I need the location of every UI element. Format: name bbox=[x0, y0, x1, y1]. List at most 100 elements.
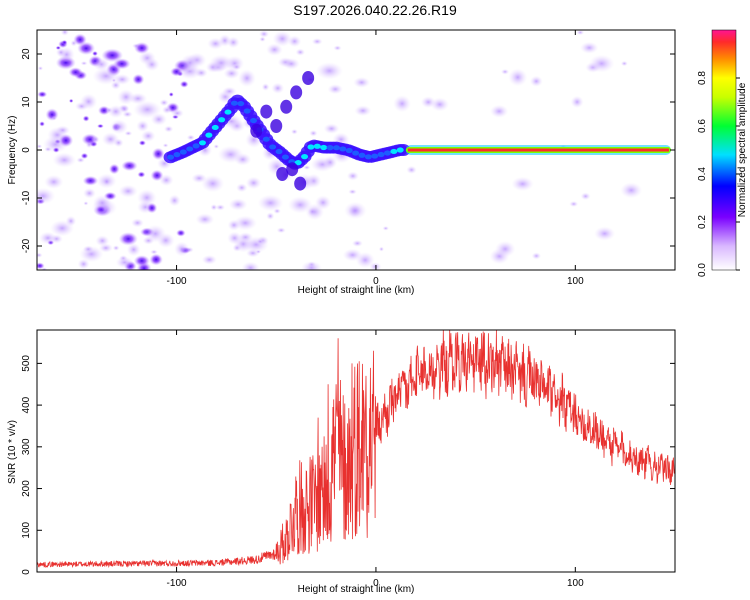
noise-blob bbox=[382, 226, 389, 231]
ridge-core bbox=[173, 152, 181, 158]
noise-blob bbox=[163, 125, 174, 133]
colorbar-tick-label: 0.6 bbox=[697, 119, 708, 133]
ridge-core bbox=[384, 150, 392, 156]
colorbar-tick-label: 0.2 bbox=[697, 215, 708, 229]
ridge-core bbox=[364, 154, 372, 160]
noise-blob bbox=[150, 249, 158, 255]
snr-y-tick-label: 100 bbox=[21, 521, 32, 538]
noise-blob bbox=[132, 73, 145, 85]
noise-blob bbox=[105, 107, 113, 114]
spectrogram-y-tick-label: 10 bbox=[21, 96, 32, 108]
ridge-core bbox=[396, 147, 404, 153]
ridge-core bbox=[307, 144, 315, 150]
noise-blob bbox=[44, 174, 64, 189]
noise-blob bbox=[594, 226, 616, 241]
noise-blob bbox=[227, 219, 241, 231]
noise-blob bbox=[37, 91, 48, 98]
snr-y-tick-label: 500 bbox=[21, 355, 32, 372]
noise-blob bbox=[39, 121, 45, 127]
noise-blob bbox=[309, 130, 318, 137]
ridge-core bbox=[390, 148, 398, 155]
noise-blob bbox=[37, 252, 43, 258]
noise-blob bbox=[37, 66, 44, 71]
spectrogram-y-tick-label: 20 bbox=[21, 48, 32, 60]
noise-blob bbox=[500, 68, 510, 75]
noise-blob bbox=[393, 95, 412, 113]
noise-blob bbox=[531, 252, 542, 260]
ridge-core bbox=[243, 108, 251, 114]
noise-blob bbox=[118, 184, 138, 198]
ridge-core bbox=[339, 146, 347, 152]
colorbar-gradient bbox=[711, 29, 737, 271]
ridge-branch bbox=[290, 85, 303, 100]
noise-blob bbox=[159, 99, 169, 107]
ridge-core bbox=[167, 154, 175, 160]
snr-y-label: SNR (10 * v/v) bbox=[7, 420, 18, 484]
noise-blob bbox=[55, 125, 71, 135]
noise-blob bbox=[92, 50, 98, 57]
noise-blob bbox=[133, 100, 162, 119]
noise-blob bbox=[144, 57, 160, 72]
noise-blob bbox=[168, 194, 181, 207]
noise-blob bbox=[489, 104, 509, 118]
noise-blob bbox=[311, 38, 323, 45]
ridge-core bbox=[237, 100, 245, 107]
ridge-core bbox=[250, 117, 258, 124]
noise-blob bbox=[68, 67, 83, 78]
noise-blob bbox=[179, 80, 189, 88]
ridge-core bbox=[179, 149, 187, 155]
noise-blob bbox=[146, 202, 158, 214]
noise-blob bbox=[369, 262, 382, 270]
noise-blob bbox=[355, 251, 375, 269]
noise-blob bbox=[136, 120, 149, 132]
noise-blob bbox=[138, 140, 146, 146]
noise-blob bbox=[272, 30, 292, 47]
noise-blob bbox=[266, 212, 275, 220]
noise-blob bbox=[323, 123, 340, 134]
noise-blob bbox=[353, 76, 371, 88]
noise-blob bbox=[282, 57, 300, 70]
ridge-branch bbox=[294, 176, 307, 191]
colorbar-tick-label: 0.0 bbox=[697, 263, 708, 277]
noise-blob bbox=[83, 187, 96, 199]
noise-blob bbox=[228, 198, 248, 211]
noise-blob bbox=[241, 261, 260, 270]
noise-blob bbox=[314, 195, 332, 210]
noise-blob bbox=[620, 60, 628, 67]
noise-blob bbox=[180, 54, 200, 72]
noise-blob bbox=[79, 93, 98, 110]
noise-blob bbox=[58, 133, 74, 148]
noise-blob bbox=[257, 194, 284, 212]
noise-blob bbox=[256, 238, 264, 245]
noise-blob bbox=[307, 207, 318, 217]
noise-blob bbox=[80, 61, 88, 66]
noise-blob bbox=[150, 112, 167, 126]
colorbar-tick-label: 0.4 bbox=[697, 167, 708, 181]
ridge-core bbox=[269, 144, 277, 150]
noise-blob bbox=[38, 231, 57, 245]
noise-blob bbox=[222, 86, 237, 97]
noise-blob bbox=[494, 240, 516, 258]
noise-blob bbox=[83, 201, 89, 206]
noise-blob bbox=[37, 187, 56, 205]
noise-blob bbox=[60, 30, 69, 36]
ridge-core bbox=[345, 147, 353, 154]
noise-blob bbox=[238, 69, 256, 88]
noise-blob bbox=[109, 119, 129, 135]
colorbar: 0.0 0.2 0.4 0.6 0.8 Normalized spectral ampl… bbox=[697, 29, 748, 277]
spectrogram-x-label: Height of straight line (km) bbox=[298, 285, 415, 296]
ridge-core bbox=[301, 154, 309, 160]
noise-blob bbox=[108, 163, 120, 175]
noise-blob bbox=[430, 97, 450, 112]
ridge-core bbox=[186, 146, 194, 152]
snr-x-tick-label: 100 bbox=[567, 578, 584, 589]
noise-blob bbox=[354, 105, 372, 117]
noise-blob bbox=[232, 63, 241, 71]
noise-blob bbox=[227, 231, 243, 245]
noise-blob bbox=[115, 256, 134, 269]
noise-blob bbox=[37, 262, 45, 270]
snr-panel: -100 0 100 0 100 200 300 400 500 Height of strai… bbox=[7, 329, 676, 595]
snr-x-tick-label: -100 bbox=[167, 578, 187, 589]
noise-blob bbox=[508, 68, 528, 87]
noise-blob bbox=[91, 135, 100, 143]
